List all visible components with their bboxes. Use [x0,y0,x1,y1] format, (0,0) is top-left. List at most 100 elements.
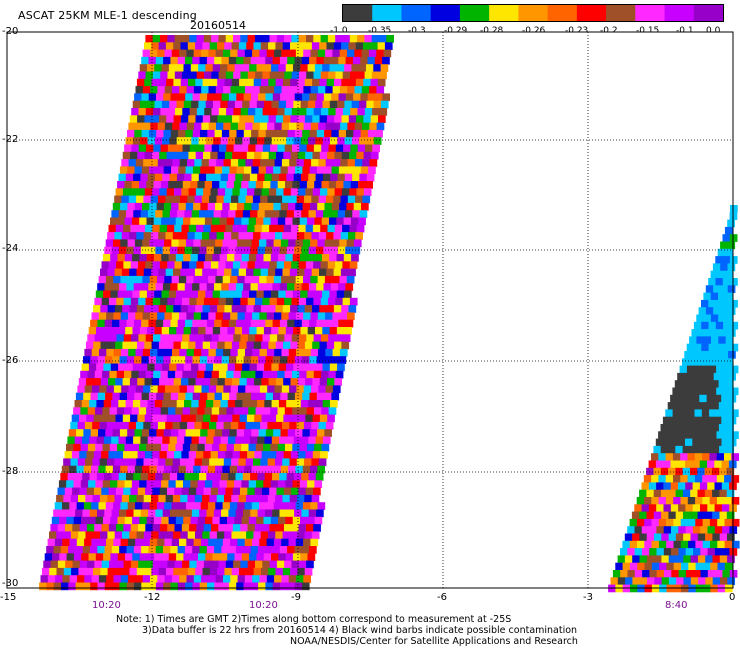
swath-cell [157,49,165,58]
swath-cell [199,93,208,102]
swath-cell [359,173,368,182]
swath-cell [171,166,179,175]
swath-cell [182,560,190,569]
swath-cell [263,64,272,72]
swath-cell [107,531,116,540]
swath-cell [128,458,137,467]
swath-cell [281,348,290,357]
swath-cell [189,524,197,532]
swath-cell [242,436,251,445]
swath-cell [99,458,108,467]
swath-cell [109,334,117,342]
swath-cell [310,348,319,357]
swath-cell [237,239,245,248]
swath-cell [210,451,219,459]
swath-cell [148,392,157,401]
swath-cell [233,71,241,80]
swath-cell [199,210,207,218]
swath-cell [267,421,276,430]
swath-cell [269,224,277,233]
swath-cell [106,538,114,547]
swath-cell [287,392,296,401]
swath-cell [337,173,346,182]
swath-cell [86,487,95,496]
swath-cell [103,363,112,372]
swath-cell [258,582,266,591]
swath-cell [136,232,144,240]
swath-cell [377,78,386,87]
swath-cell [92,531,101,540]
swath-cell [160,35,168,43]
swath-cell [227,400,236,408]
swath-cell [281,575,290,583]
swath-cell [725,380,734,388]
swath-cell [147,64,155,72]
swath-cell [689,424,698,432]
swath-cell [258,319,266,328]
swath-cell [192,283,200,291]
swath-cell [77,575,85,583]
swath-cell [295,239,304,248]
swath-cell [196,108,205,116]
swath-cell [250,210,258,218]
swath-cell [303,275,311,284]
swath-cell [225,297,234,306]
swath-cell [88,480,96,488]
swath-cell [152,224,160,233]
swath-cell [213,363,221,372]
swath-cell [293,436,302,445]
swath-cell [216,421,224,430]
swath-cell [148,509,156,518]
swath-cell [179,538,187,547]
swath-cell [242,137,251,145]
swath-cell [321,217,330,226]
swath-cell [695,562,704,571]
swath-cell [319,268,327,277]
swath-cell [728,416,737,425]
swath-cell [319,305,327,313]
swath-cell [100,341,109,350]
swath-cell [245,421,254,430]
swath-cell [161,290,170,299]
swath-cell [692,504,701,512]
swath-cell [167,524,175,532]
swath-cell [211,407,220,415]
swath-cell [323,319,332,328]
swath-cell [110,516,118,525]
swath-cell [267,268,276,277]
swath-cell [303,159,312,167]
swath-cell [180,42,189,50]
swath-cell [264,400,272,408]
swath-cell [186,275,194,284]
swath-cell [188,115,196,123]
swath-cell [225,188,233,196]
swath-cell [201,122,210,131]
swath-cell [314,254,323,262]
swath-cell [275,42,284,50]
swath-cell [217,151,226,160]
swath-cell [194,421,203,430]
swath-cell [53,509,61,518]
swath-cell [325,421,334,430]
swath-cell [56,567,65,576]
swath-cell [270,480,279,488]
swath-cell [197,254,206,262]
swath-cell [100,414,109,423]
swath-cell [729,570,738,578]
swath-cell [145,224,153,233]
swath-cell [233,560,241,569]
swath-cell [192,429,201,437]
swath-cell [329,217,337,226]
swath-cell [230,575,238,583]
swath-cell [205,516,213,525]
swath-cell [161,516,169,525]
swath-cell [221,129,230,138]
swath-cell [165,385,173,394]
swath-cell [709,518,718,527]
swath-cell [114,531,123,540]
swath-cell [249,137,258,145]
swath-cell [346,275,355,284]
swath-cell [714,548,723,556]
swath-cell [236,356,244,364]
swath-cell [694,343,702,352]
